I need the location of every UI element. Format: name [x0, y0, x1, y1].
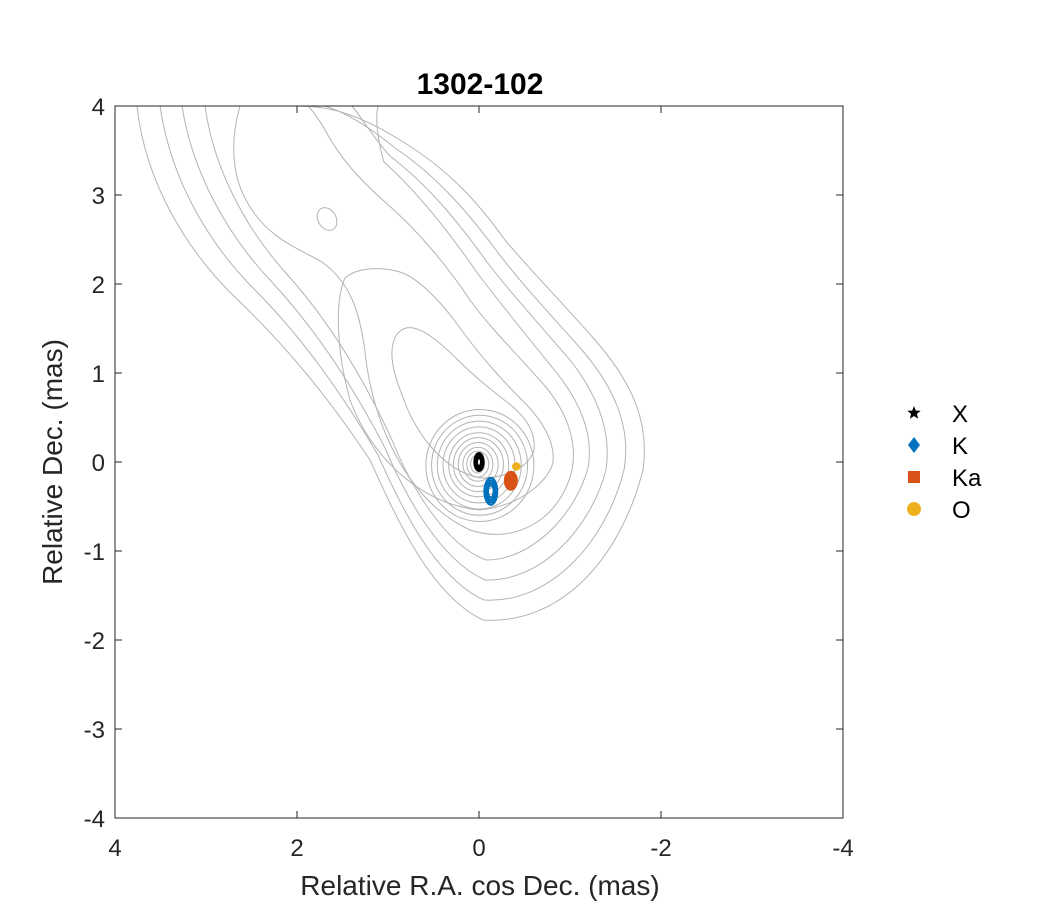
contour-island	[313, 204, 341, 234]
y-tick-label: 3	[92, 183, 105, 210]
x-tick-label: 4	[108, 835, 121, 862]
x-tick-label: 0	[472, 835, 485, 862]
data-point-o	[513, 463, 519, 469]
y-axis-label: Relative Dec. (mas)	[37, 339, 68, 585]
y-tick-label: -2	[84, 628, 105, 655]
contour-line	[205, 106, 589, 560]
contour-line	[182, 106, 607, 580]
y-tick-label: 1	[92, 361, 105, 388]
x-axis-label: Relative R.A. cos Dec. (mas)	[300, 870, 659, 901]
x-tick-label: -2	[650, 835, 671, 862]
legend-marker-k	[908, 437, 920, 453]
chart-title: 1302-102	[417, 68, 544, 101]
legend-label-x: X	[952, 401, 968, 428]
y-tick-label: 4	[92, 94, 105, 121]
legend-label-k: K	[952, 433, 968, 460]
legend-label-ka: Ka	[952, 465, 982, 492]
contour-line	[160, 106, 626, 600]
x-tick-label: -4	[832, 835, 853, 862]
x-axis-ticks: 4 2 0 -2 -4	[108, 106, 853, 862]
legend-marker-o	[907, 502, 921, 516]
y-tick-label: -1	[84, 539, 105, 566]
contour-line	[137, 106, 644, 620]
y-tick-label: 2	[92, 272, 105, 299]
y-tick-label: 0	[92, 450, 105, 477]
contour-layer	[137, 106, 644, 620]
y-tick-label: -4	[84, 806, 105, 833]
legend-marker-ka	[908, 471, 920, 483]
x-tick-label: 2	[290, 835, 303, 862]
data-point-ka	[506, 474, 515, 488]
contour-line	[234, 106, 574, 534]
y-tick-label: -3	[84, 717, 105, 744]
legend-label-o: O	[952, 497, 971, 524]
legend-marker-x	[907, 406, 920, 419]
legend: XK Ka O	[907, 401, 982, 524]
